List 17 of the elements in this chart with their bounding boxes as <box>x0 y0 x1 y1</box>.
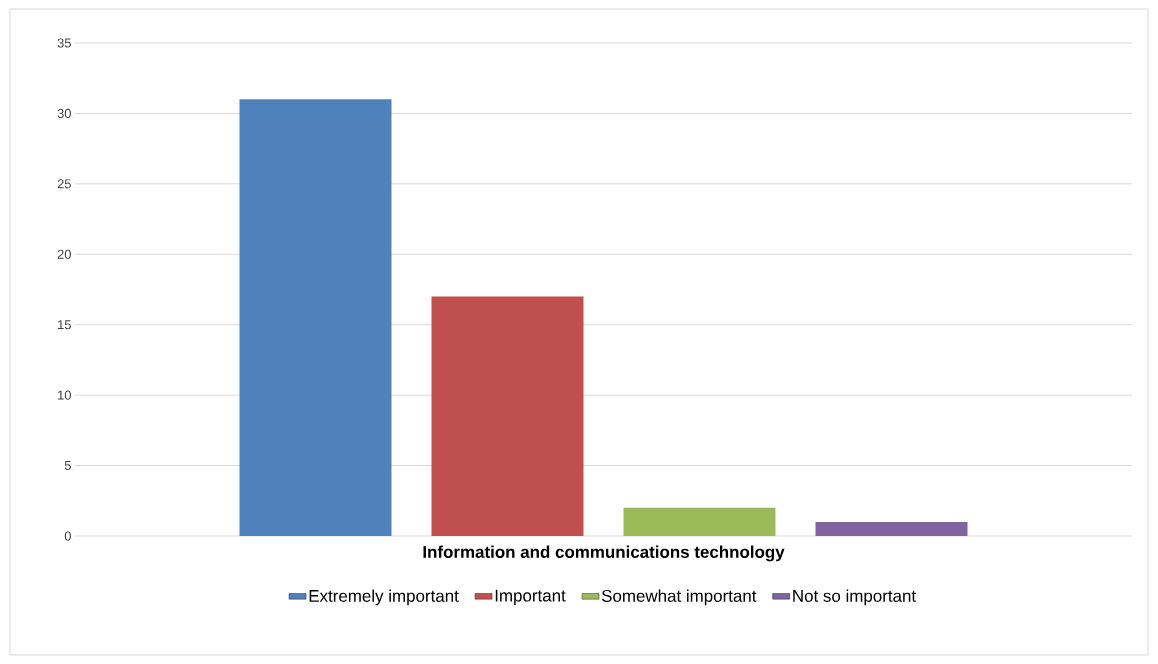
y-tick-label: 35 <box>57 38 71 48</box>
bar <box>431 296 584 536</box>
y-tick-label: 15 <box>58 320 71 330</box>
y-tick-label: 0 <box>64 531 71 541</box>
legend-label: Not so important <box>793 589 916 606</box>
bar <box>815 521 968 536</box>
y-tick-label: 20 <box>57 249 71 259</box>
bar <box>239 99 392 536</box>
legend-label: Somewhat important <box>601 589 757 606</box>
x-tick-label: Information and communications technology <box>423 545 785 562</box>
legend-label: Extremely important <box>309 589 459 606</box>
y-tick-label: 5 <box>64 461 71 471</box>
bar <box>623 507 776 536</box>
y-tick-label: 30 <box>57 108 71 118</box>
y-tick-label: 10 <box>58 390 71 400</box>
legend-label: Important <box>495 589 566 605</box>
y-tick-label: 25 <box>57 179 71 189</box>
